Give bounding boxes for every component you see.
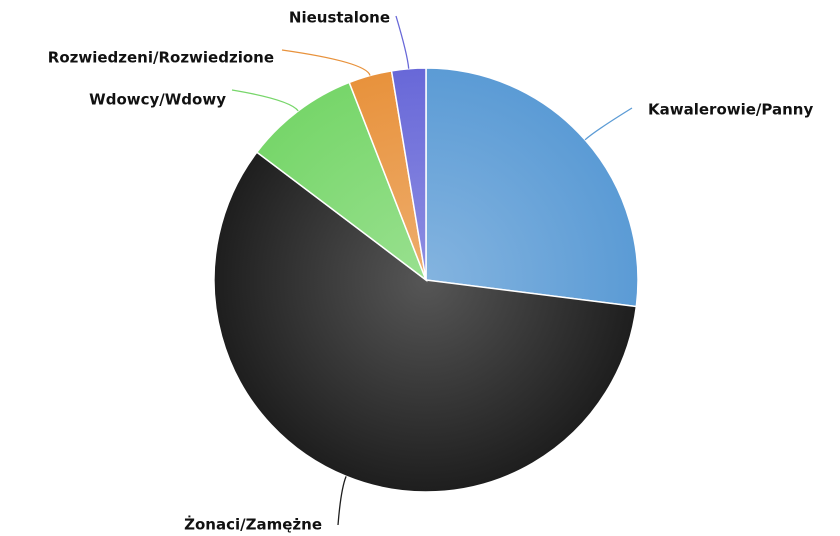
- pie-slice: [390, 67, 427, 281]
- slice-label: Kawalerowie/Panny: [648, 101, 813, 119]
- leader-line: [231, 89, 299, 112]
- slice-label: Rozwiedzeni/Rozwiedzione: [48, 49, 274, 67]
- leader-line: [337, 476, 347, 526]
- leader-line: [281, 49, 371, 76]
- pie-slice: [255, 81, 428, 283]
- leader-line: [395, 15, 410, 69]
- slice-label: Wdowcy/Wdowy: [89, 91, 226, 109]
- leader-line: [584, 107, 633, 141]
- pie-slice: [213, 151, 638, 493]
- slice-label: Nieustalone: [289, 9, 390, 27]
- pie-slice: [425, 67, 639, 308]
- slice-label: Żonaci/Zamężne: [184, 515, 322, 534]
